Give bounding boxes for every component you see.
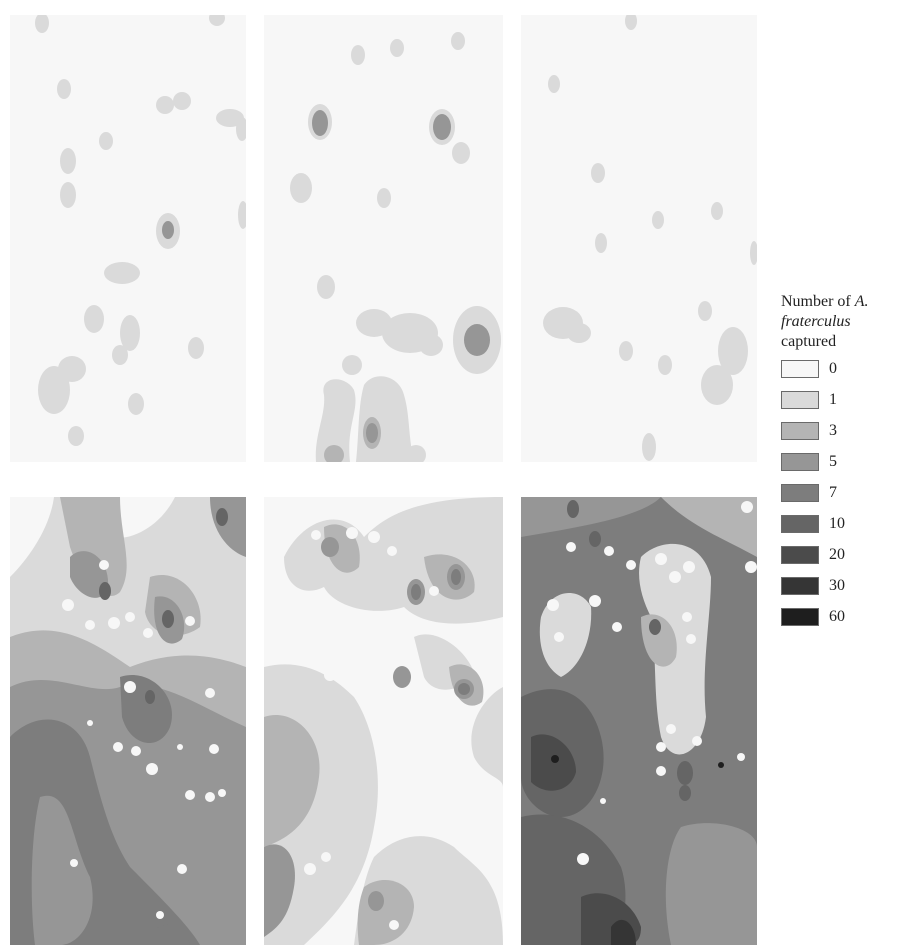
legend-swatch xyxy=(781,484,819,502)
legend-item: 60 xyxy=(781,606,904,637)
legend-label: 20 xyxy=(829,546,845,563)
map-panel-bottom-left xyxy=(10,497,246,945)
legend-title-line1: Number of xyxy=(781,293,855,310)
map-panel-top-left xyxy=(10,15,246,462)
contour-map-bottom-middle xyxy=(264,497,503,945)
legend-label: 1 xyxy=(829,391,837,408)
legend-label: 10 xyxy=(829,515,845,532)
legend-swatch xyxy=(781,546,819,564)
legend-swatch xyxy=(781,608,819,626)
contour-map-bottom-right xyxy=(521,497,757,945)
legend-label: 5 xyxy=(829,453,837,470)
legend-label: 60 xyxy=(829,608,845,625)
legend-swatch xyxy=(781,515,819,533)
legend-swatch xyxy=(781,422,819,440)
legend-item: 3 xyxy=(781,420,904,451)
legend-item: 1 xyxy=(781,389,904,420)
legend-title-species-genus: A. xyxy=(854,293,869,310)
legend-title-species-name: fraterculus xyxy=(781,313,851,330)
legend-label: 0 xyxy=(829,360,837,377)
legend-item: 10 xyxy=(781,513,904,544)
legend-title-line3: captured xyxy=(781,333,837,350)
contour-map-bottom-left xyxy=(10,497,246,945)
legend-swatch xyxy=(781,577,819,595)
legend-swatch xyxy=(781,453,819,471)
legend-label: 3 xyxy=(829,422,837,439)
legend-item: 20 xyxy=(781,544,904,575)
legend-title: Number of A. fraterculus captured xyxy=(781,292,904,352)
legend-label: 30 xyxy=(829,577,845,594)
legend-swatch xyxy=(781,391,819,409)
contour-map-top-right xyxy=(521,15,757,462)
contour-map-top-left xyxy=(10,15,246,462)
legend-item: 0 xyxy=(781,358,904,389)
legend-swatch xyxy=(781,360,819,378)
legend-item: 5 xyxy=(781,451,904,482)
legend-item: 30 xyxy=(781,575,904,606)
map-panel-top-middle xyxy=(264,15,503,462)
legend: Number of A. fraterculus captured 0 1 3 5 7 1… xyxy=(781,292,904,637)
map-panel-bottom-middle xyxy=(264,497,503,945)
legend-label: 7 xyxy=(829,484,837,501)
map-panel-top-right xyxy=(521,15,757,462)
contour-map-top-middle xyxy=(264,15,503,462)
map-panel-bottom-right xyxy=(521,497,757,945)
legend-items: 0 1 3 5 7 10 20 30 60 xyxy=(781,358,904,637)
legend-item: 7 xyxy=(781,482,904,513)
